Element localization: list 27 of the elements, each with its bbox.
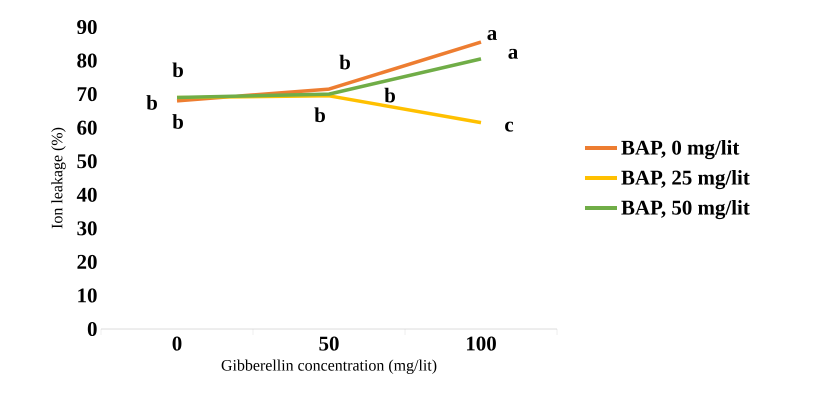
y-tick-label: 70 (78, 87, 97, 102)
x-tick-label: 0 (172, 336, 182, 351)
annotation: b (146, 95, 157, 110)
annotation: b (339, 54, 350, 70)
annotation: b (384, 88, 395, 102)
y-tick-label: 0 (88, 322, 97, 336)
y-axis-title: Ion leakage (%) (51, 128, 66, 228)
annotation: c (505, 122, 514, 132)
annotation: b (172, 62, 183, 78)
x-axis-title: Gibberellin concentration (mg/lit) (222, 359, 436, 374)
y-tick-label: 40 (76, 188, 97, 202)
legend-label: BAP, 0 mg/lit (621, 140, 740, 160)
legend-label: BAP, 50 mg/lit (621, 200, 750, 220)
annotation: a (508, 48, 518, 59)
x-tick-label: 100 (466, 336, 496, 351)
y-tick-label: 50 (77, 154, 97, 168)
y-tick-label: 90 (77, 20, 97, 34)
y-tick-label: 60 (77, 120, 97, 135)
annotation: a (487, 30, 497, 40)
annotation: b (172, 114, 183, 129)
annotation: b (314, 107, 325, 122)
x-tick-label: 50 (319, 336, 339, 351)
legend-label: BAP, 25 mg/lit (621, 170, 750, 190)
y-tick-label: 10 (78, 288, 97, 302)
y-tick-label: 20 (77, 254, 97, 269)
y-tick-label: 30 (77, 221, 97, 236)
y-tick-label: 80 (77, 54, 97, 68)
